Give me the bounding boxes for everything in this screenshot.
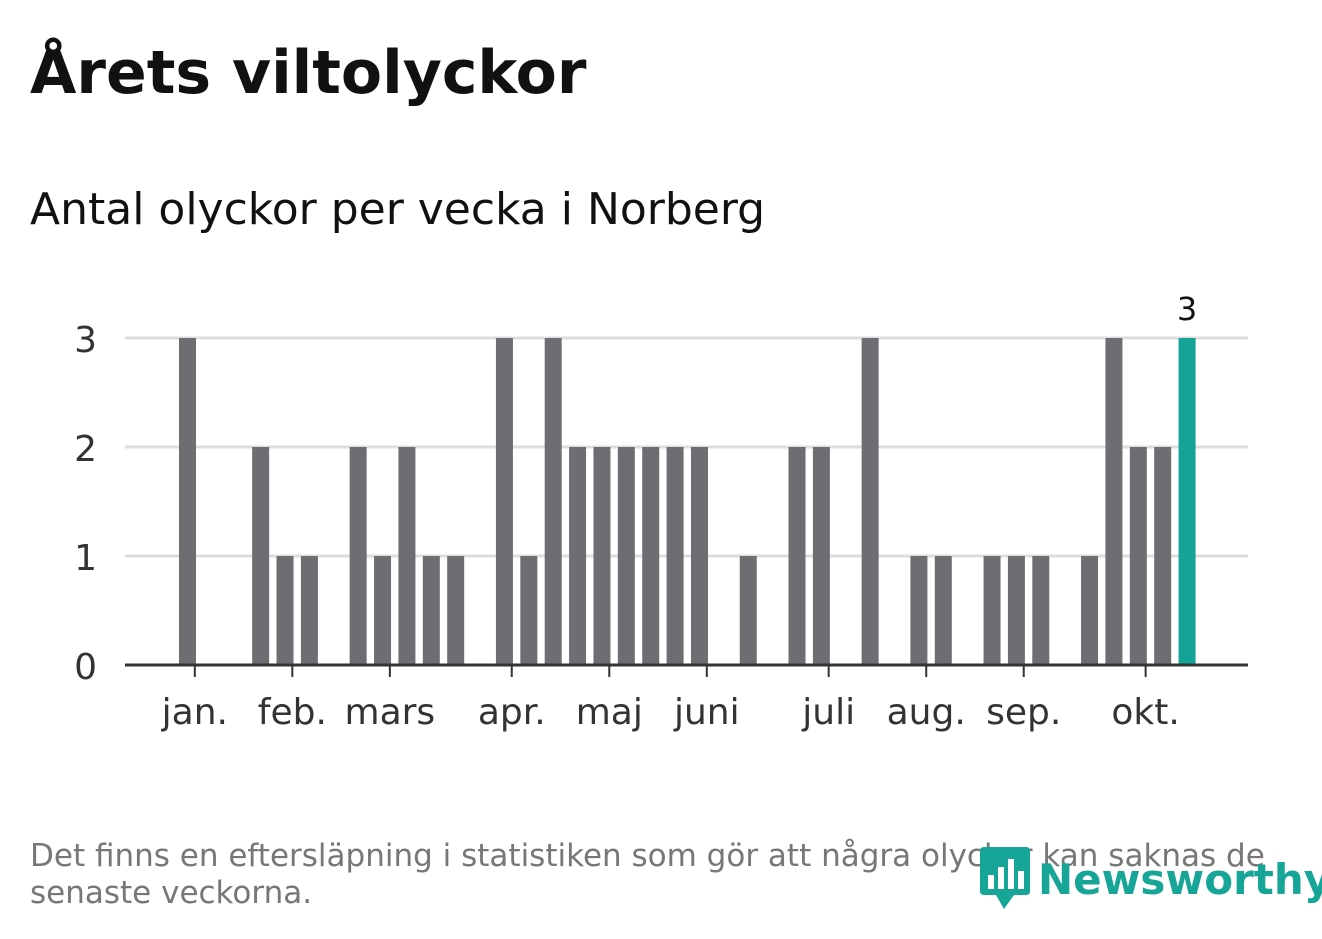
- bar: [1154, 447, 1172, 665]
- bar: [642, 447, 660, 665]
- x-tick-label: mars: [345, 692, 436, 733]
- x-tick-label: sep.: [986, 692, 1061, 733]
- x-tick-label: okt.: [1111, 692, 1179, 733]
- bar: [690, 447, 708, 665]
- chart-subtitle: Antal olyckor per vecka i Norberg: [30, 184, 766, 235]
- newsworthy-logo: Newsworthy: [980, 846, 1322, 912]
- y-tick-label: 3: [74, 320, 97, 361]
- newsworthy-logo-text: Newsworthy: [1038, 854, 1322, 904]
- bar: [739, 556, 757, 665]
- y-tick-label: 0: [74, 647, 97, 688]
- bar: [1007, 556, 1025, 665]
- bar: [666, 447, 684, 665]
- bar: [422, 556, 440, 665]
- bar: [569, 447, 587, 665]
- x-tick-label: feb.: [258, 692, 327, 733]
- footnote: Det finns en eftersläpning i statistiken…: [30, 838, 1265, 911]
- bar: [934, 556, 952, 665]
- page-title: Årets viltolyckor: [30, 38, 587, 108]
- bar: [788, 447, 806, 665]
- bar: [276, 556, 294, 665]
- y-tick-label: 2: [74, 429, 97, 470]
- bar: [520, 556, 538, 665]
- bar: [349, 447, 367, 665]
- bar: [544, 338, 562, 665]
- bar: [398, 447, 416, 665]
- bar: [374, 556, 392, 665]
- bar-highlight: [1178, 338, 1196, 665]
- bar: [179, 338, 196, 665]
- bar: [1081, 556, 1099, 665]
- x-tick-label: apr.: [478, 692, 546, 733]
- y-tick-label: 1: [74, 538, 97, 579]
- bar: [910, 556, 928, 665]
- bar: [495, 338, 513, 665]
- bar: [861, 338, 879, 665]
- x-tick-label: maj: [576, 692, 643, 733]
- bar: [1105, 338, 1123, 665]
- x-tick-label: juli: [801, 692, 855, 733]
- x-tick-label: jan.: [161, 692, 228, 733]
- bar: [617, 447, 635, 665]
- bar: [812, 447, 830, 665]
- bar: [300, 556, 318, 665]
- x-tick-label: aug.: [887, 692, 966, 733]
- bar: [1032, 556, 1050, 665]
- bar: [983, 556, 1001, 665]
- bar: [447, 556, 465, 665]
- bar: [252, 447, 270, 665]
- bar: [1129, 447, 1147, 665]
- x-tick-label: juni: [673, 692, 740, 733]
- highlight-value-label: 3: [1177, 290, 1197, 328]
- bar: [593, 447, 611, 665]
- newsworthy-logo-icon: [980, 847, 1030, 909]
